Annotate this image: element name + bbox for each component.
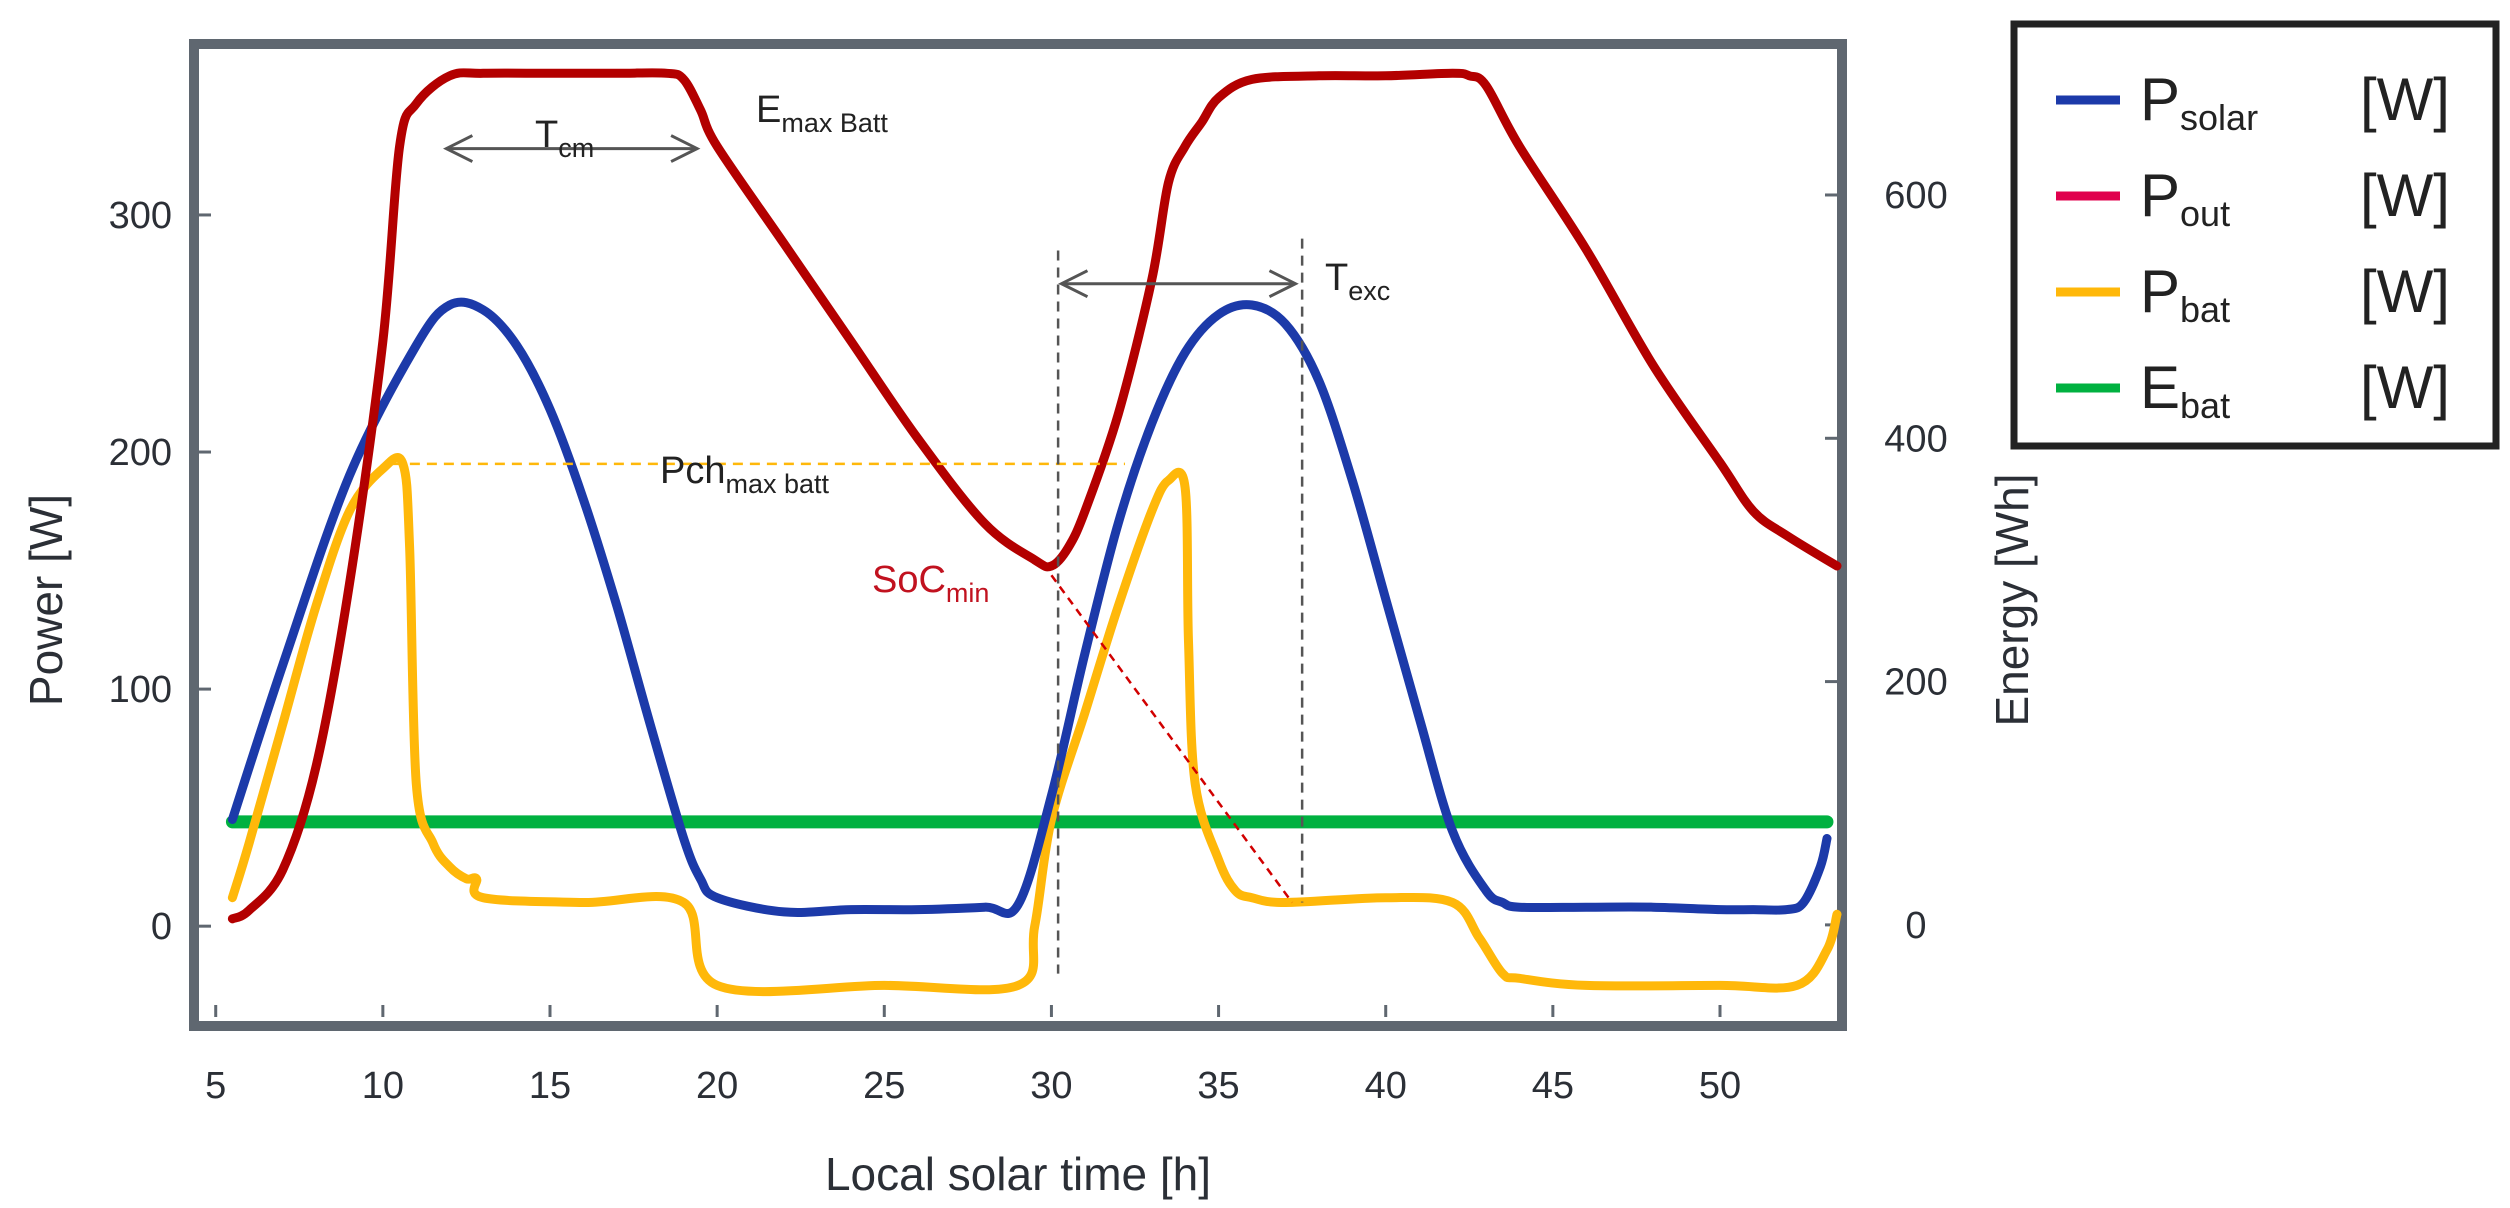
y-tick-label: 100: [109, 669, 172, 711]
x-tick-label: 30: [1030, 1065, 1072, 1107]
tcm-label: Tcm: [535, 114, 594, 163]
x-tick-label: 45: [1532, 1065, 1574, 1107]
series-line-emax: [227, 68, 1842, 924]
series-line-pbat: [227, 453, 1842, 997]
y-tick-label: 200: [109, 432, 172, 474]
socmin-label: SoCmin: [872, 559, 989, 608]
tcm-arrow-head-left: [443, 134, 474, 163]
texc-label: Texc: [1325, 257, 1390, 306]
y2-axis-label: Energy [Wh]: [1986, 473, 2038, 726]
legend: Psolar [W] Pout [W] Pbat [W] Ebat [W]: [2010, 20, 2500, 450]
axes-ticks: 5 10 15 20 25 30 35 40 45 50 0 100 200 300 0 200 400 600: [109, 175, 1948, 1107]
y-tick-label: 0: [151, 906, 172, 948]
legend-items: Psolar [W] Pout [W] Pbat [W] Ebat [W]: [2056, 66, 2450, 426]
x-tick-label: 35: [1197, 1065, 1239, 1107]
plot-frame: [189, 39, 1847, 1031]
series-line-psolar: [227, 297, 1832, 918]
annotations: Tcm Texc Emax Batt Pchmax batt SoCmin: [392, 89, 1390, 974]
legend-unit-pout: [W]: [2360, 162, 2450, 229]
tcm-arrow-head-right: [670, 134, 701, 163]
emax-batt-label: Emax Batt: [756, 89, 888, 138]
x-tick-label: 5: [205, 1065, 226, 1107]
legend-label-pbat: Pbat: [2140, 258, 2230, 330]
legend-label-ebat: Ebat: [2140, 354, 2230, 426]
x-tick-label: 50: [1699, 1065, 1741, 1107]
pch-max-batt-label: Pchmax batt: [660, 450, 830, 499]
x-tick-label: 25: [863, 1065, 905, 1107]
y2-tick-label: 400: [1884, 418, 1947, 460]
y2-tick-label: 200: [1884, 662, 1947, 704]
series-layer: [225, 68, 1842, 997]
x-axis-label: Local solar time [h]: [825, 1148, 1211, 1200]
legend-unit-psolar: [W]: [2360, 66, 2450, 133]
socmin-line: [1050, 574, 1294, 904]
texc-arrow: [1058, 269, 1299, 299]
legend-unit-pbat: [W]: [2360, 258, 2450, 325]
x-tick-label: 40: [1365, 1065, 1407, 1107]
y2-tick-label: 0: [1905, 905, 1926, 947]
x-tick-label: 15: [529, 1065, 571, 1107]
y2-tick-label: 600: [1884, 175, 1947, 217]
x-tick-label: 10: [362, 1065, 404, 1107]
legend-label-psolar: Psolar: [2140, 66, 2258, 138]
y-axis-label: Power [W]: [20, 494, 72, 706]
legend-box: [2010, 20, 2500, 450]
tcm-arrow: [443, 134, 701, 163]
legend-unit-ebat: [W]: [2360, 354, 2450, 421]
texc-arrow-head-left: [1058, 269, 1089, 299]
texc-arrow-head-right: [1268, 269, 1299, 299]
y-tick-label: 300: [109, 195, 172, 237]
legend-label-pout: Pout: [2140, 162, 2230, 234]
x-tick-label: 20: [696, 1065, 738, 1107]
